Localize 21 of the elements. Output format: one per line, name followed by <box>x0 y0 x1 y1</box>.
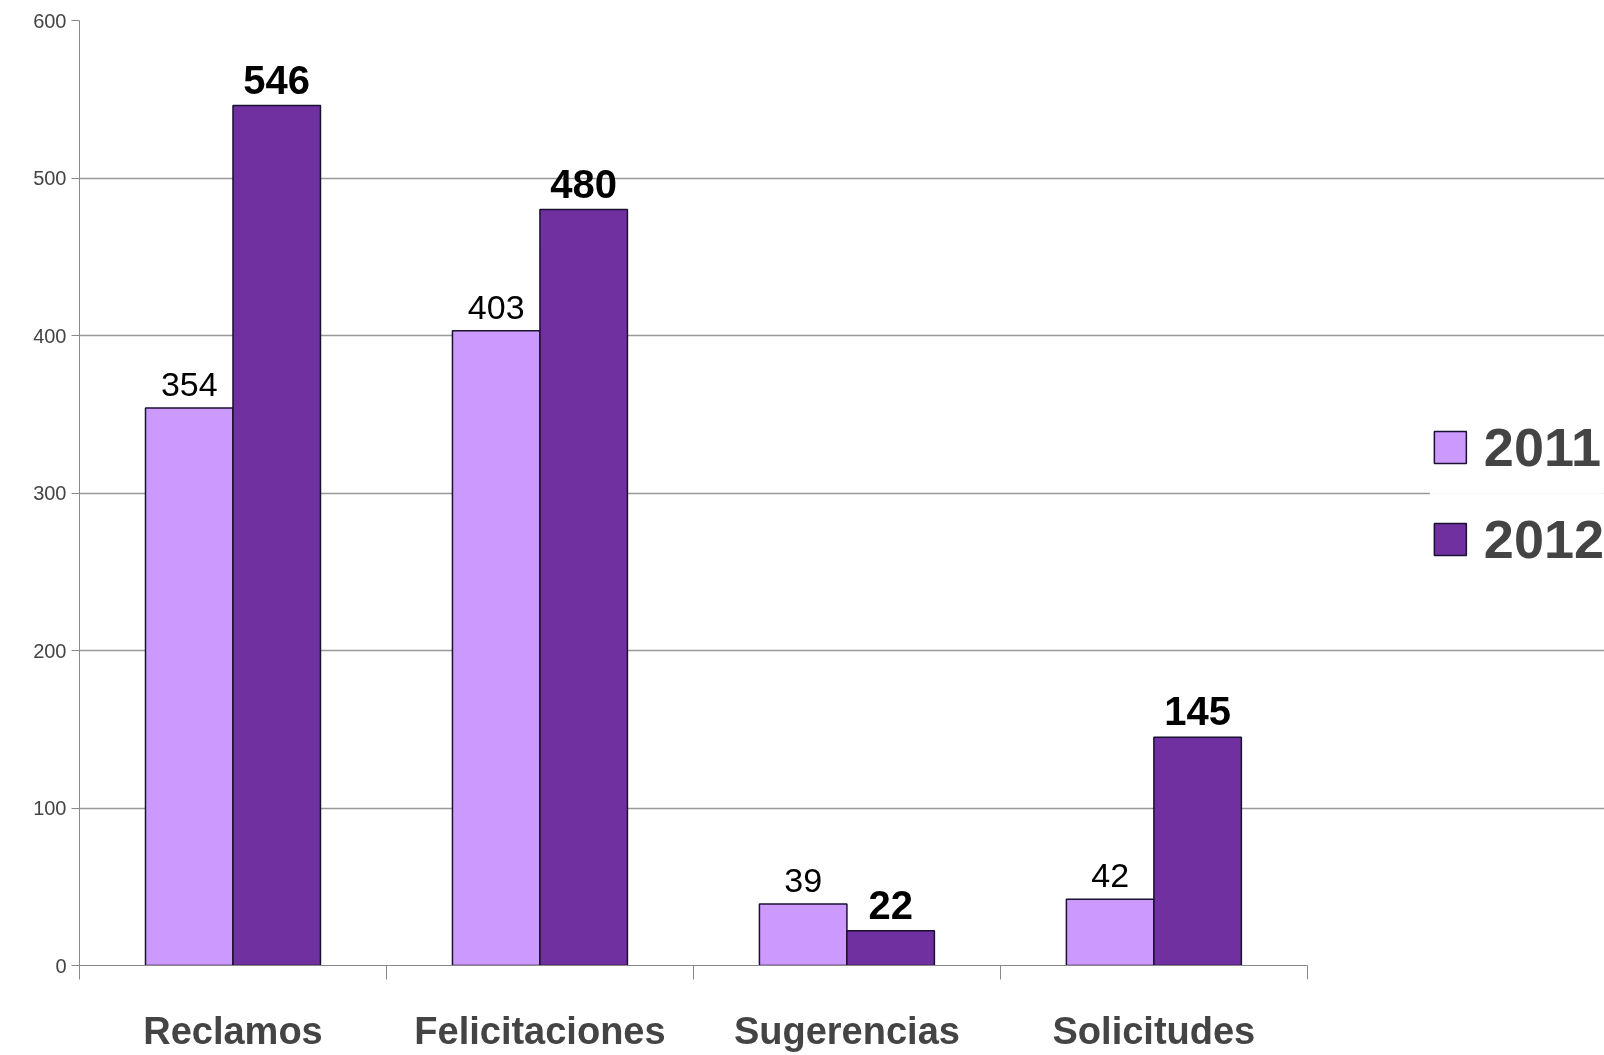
x-tick-label: Reclamos <box>143 1009 323 1052</box>
y-tick-label: 100 <box>33 797 67 819</box>
data-label: 546 <box>243 57 311 102</box>
y-tick-label: 200 <box>33 639 67 662</box>
x-tick-label: Sugerencias <box>733 1009 960 1052</box>
data-label: 22 <box>868 882 913 927</box>
data-label: 354 <box>160 364 218 403</box>
data-label: 403 <box>467 287 525 326</box>
data-label: 42 <box>1091 856 1130 895</box>
data-label: 39 <box>784 861 823 900</box>
legend-label: 2012 <box>1483 507 1604 570</box>
y-tick-label: 500 <box>33 167 67 189</box>
y-tick-label: 400 <box>33 324 67 347</box>
data-label: 480 <box>550 161 618 206</box>
y-tick-label: 600 <box>33 9 67 32</box>
data-label: 145 <box>1164 689 1231 734</box>
y-tick-label: 300 <box>33 482 67 504</box>
x-tick-label: Felicitaciones <box>414 1009 666 1052</box>
y-tick-label: 0 <box>55 954 67 977</box>
x-tick-label: Solicitudes <box>1052 1009 1256 1052</box>
legend-label: 2011 <box>1483 415 1602 478</box>
